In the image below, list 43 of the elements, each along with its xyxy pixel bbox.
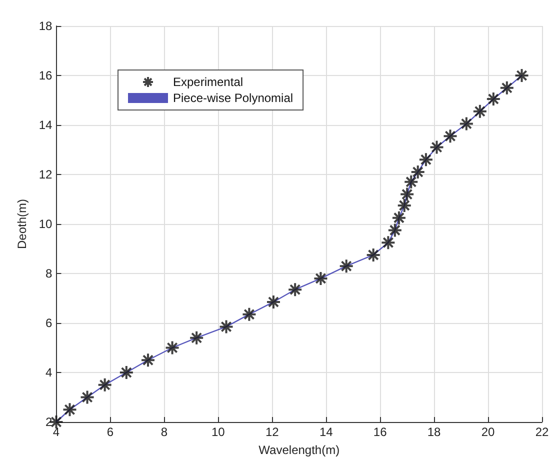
x-tick-label: 10 — [211, 425, 226, 439]
point — [313, 270, 328, 286]
point — [499, 80, 514, 96]
point — [458, 116, 474, 132]
x-tick-label: 22 — [535, 425, 549, 439]
x-tick-label: 18 — [427, 425, 442, 439]
x-tick-label: 12 — [265, 425, 280, 439]
point — [486, 92, 501, 107]
x-tick-label: 6 — [106, 425, 114, 439]
point — [338, 258, 354, 274]
point — [514, 68, 530, 83]
y-tick-label: 6 — [46, 316, 53, 330]
y-tick-label: 2 — [46, 415, 53, 429]
y-tick-label: 12 — [38, 168, 53, 182]
point — [218, 319, 234, 334]
legend-label: Piece-wise Polynomial — [173, 91, 294, 105]
point — [366, 247, 381, 262]
point — [242, 306, 257, 322]
x-tick-label: 14 — [319, 425, 334, 439]
point — [266, 294, 281, 310]
point — [442, 128, 458, 144]
legend-label: Experimental — [173, 75, 244, 89]
x-axis-title: Wavelength(m) — [258, 443, 340, 457]
x-tick-label: 16 — [373, 425, 388, 439]
y-tick-label: 14 — [38, 118, 53, 132]
y-tick-label: 8 — [46, 266, 53, 280]
y-tick-label: 16 — [38, 68, 53, 82]
point — [62, 402, 78, 418]
point — [189, 330, 204, 346]
y-axis-title: Deoth(m) — [15, 198, 29, 250]
point — [164, 340, 180, 356]
point — [80, 390, 95, 405]
point — [429, 140, 444, 155]
point — [118, 365, 134, 380]
y-tick-label: 18 — [38, 19, 53, 33]
point — [472, 104, 488, 119]
point — [140, 352, 156, 368]
point — [288, 282, 303, 298]
point — [97, 377, 112, 392]
y-tick-label: 4 — [46, 366, 53, 380]
x-tick-label: 20 — [481, 425, 496, 439]
x-tick-label: 8 — [160, 425, 168, 439]
y-tick-label: 10 — [38, 217, 53, 231]
